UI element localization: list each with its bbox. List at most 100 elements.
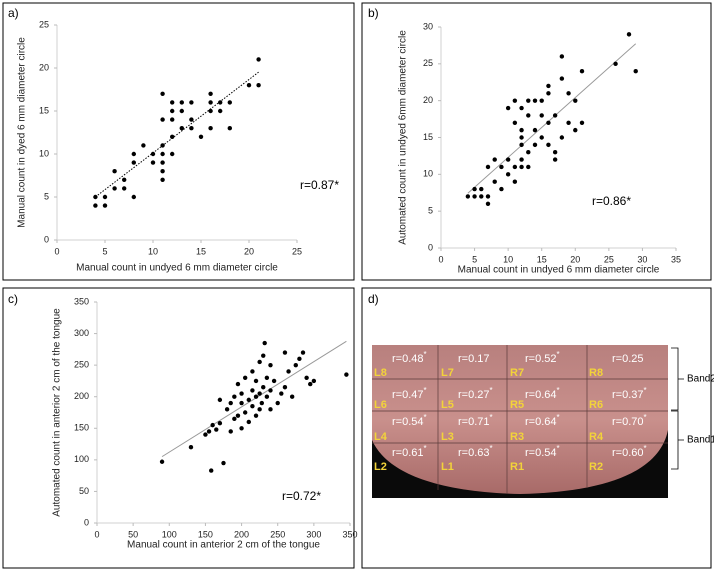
point bbox=[526, 164, 531, 170]
significance: * bbox=[424, 413, 427, 422]
point bbox=[626, 32, 632, 37]
region-label: R2 bbox=[589, 461, 603, 473]
significance: * bbox=[557, 386, 560, 395]
point bbox=[264, 375, 270, 380]
point bbox=[228, 429, 233, 434]
point bbox=[257, 391, 262, 396]
region-r: r=0.17 bbox=[458, 353, 490, 365]
region-r: r=0.54* bbox=[392, 413, 427, 428]
point bbox=[235, 381, 241, 387]
point bbox=[253, 394, 259, 399]
point bbox=[539, 98, 544, 103]
point bbox=[519, 157, 524, 162]
panel-frame bbox=[2, 2, 355, 281]
y-axis-title: Automated count in anterior 2 cm of the … bbox=[52, 308, 63, 517]
point bbox=[160, 91, 165, 97]
point bbox=[286, 369, 291, 374]
point bbox=[261, 385, 266, 390]
point bbox=[160, 117, 165, 122]
y-tick-label: 20 bbox=[39, 62, 49, 72]
point bbox=[499, 164, 504, 170]
point bbox=[485, 164, 491, 170]
y-tick-label: 15 bbox=[39, 105, 49, 115]
point bbox=[246, 397, 251, 403]
region-label: L3 bbox=[441, 431, 454, 443]
point bbox=[208, 108, 213, 114]
point bbox=[93, 203, 98, 208]
y-tick-label: 10 bbox=[39, 148, 49, 158]
y-tick-label: 50 bbox=[79, 486, 89, 496]
point bbox=[259, 400, 265, 406]
r-value: r=0.64 bbox=[525, 389, 557, 401]
region-r: r=0.64* bbox=[525, 386, 560, 401]
r-value: r=0.70 bbox=[612, 416, 644, 428]
x-tick-label: 20 bbox=[570, 254, 580, 264]
y-tick-label: 5 bbox=[44, 191, 49, 201]
point bbox=[526, 98, 531, 103]
point bbox=[297, 356, 302, 362]
point bbox=[208, 100, 213, 105]
y-tick-label: 25 bbox=[39, 19, 49, 29]
point bbox=[242, 410, 248, 415]
point bbox=[102, 194, 108, 200]
point bbox=[239, 400, 244, 406]
region-label: R8 bbox=[589, 367, 603, 379]
point bbox=[122, 177, 127, 182]
panel-label: a) bbox=[8, 6, 19, 20]
point bbox=[160, 169, 165, 174]
r-value: r=0.61 bbox=[392, 447, 424, 459]
point bbox=[170, 100, 175, 105]
y-tick-label: 0 bbox=[428, 242, 433, 252]
y-tick-label: 300 bbox=[74, 328, 89, 338]
trendline bbox=[161, 340, 347, 458]
tongue-shape bbox=[372, 345, 668, 494]
point bbox=[268, 388, 273, 393]
x-tick-label: 50 bbox=[128, 529, 138, 539]
region-r: r=0.54* bbox=[525, 444, 560, 459]
x-tick-label: 200 bbox=[234, 529, 249, 539]
y-tick-label: 0 bbox=[44, 234, 49, 244]
point bbox=[209, 468, 214, 473]
point bbox=[559, 76, 565, 81]
point bbox=[492, 179, 497, 184]
significance: * bbox=[557, 350, 560, 359]
point bbox=[131, 160, 136, 165]
trendline bbox=[467, 43, 637, 194]
region-label: L4 bbox=[374, 431, 388, 443]
significance: * bbox=[490, 413, 493, 422]
panel-frame bbox=[361, 2, 712, 281]
point bbox=[492, 157, 497, 162]
region-label: L7 bbox=[441, 367, 454, 379]
r-value: r=0.48 bbox=[392, 353, 424, 365]
point bbox=[275, 400, 280, 406]
point bbox=[232, 416, 237, 422]
point bbox=[228, 400, 233, 406]
point bbox=[170, 108, 175, 114]
region-r: r=0.71* bbox=[458, 413, 493, 428]
region-label: R6 bbox=[589, 399, 603, 411]
point bbox=[208, 91, 213, 97]
region-r: r=0.27* bbox=[458, 386, 493, 401]
point bbox=[519, 105, 524, 111]
point bbox=[261, 353, 266, 358]
region-r: r=0.25 bbox=[612, 353, 644, 365]
point bbox=[519, 135, 524, 140]
point bbox=[253, 413, 259, 418]
x-tick-label: 150 bbox=[198, 529, 213, 539]
point bbox=[472, 194, 477, 199]
annotation: r=0.72* bbox=[282, 489, 321, 503]
point bbox=[566, 91, 571, 96]
point bbox=[179, 100, 184, 105]
point bbox=[526, 150, 531, 155]
point bbox=[271, 378, 277, 384]
point bbox=[505, 157, 511, 162]
point bbox=[218, 100, 223, 105]
point bbox=[499, 186, 504, 192]
x-tick-label: 25 bbox=[292, 246, 302, 256]
point bbox=[250, 369, 255, 374]
x-tick-label: 5 bbox=[102, 246, 107, 256]
point bbox=[250, 403, 255, 409]
region-label: R3 bbox=[510, 431, 524, 443]
point bbox=[479, 194, 484, 199]
point bbox=[170, 117, 175, 122]
